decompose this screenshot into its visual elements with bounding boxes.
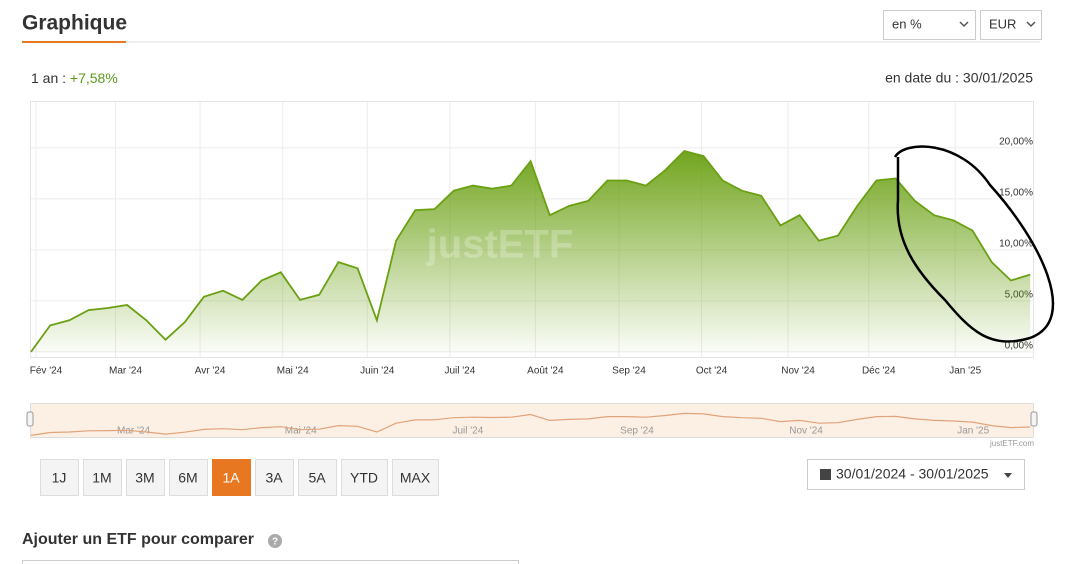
- credit: justETF.com: [989, 439, 1034, 448]
- range-buttons: 1J 1M 3M 6M 1A 3A 5A YTD MAX: [40, 459, 439, 496]
- caret: [1004, 473, 1012, 478]
- range-button-label: 1J: [52, 470, 67, 486]
- x-tick-label: Avr '24: [195, 366, 226, 377]
- currency-select-label: EUR: [989, 16, 1016, 31]
- x-tick-label: Mai '24: [277, 366, 309, 377]
- navigator-tick-label: Juil '24: [452, 426, 483, 437]
- compare-input[interactable]: [22, 560, 519, 564]
- caret: [1026, 21, 1036, 28]
- range-button[interactable]: [83, 459, 122, 496]
- range-button-label: 5A: [308, 470, 326, 486]
- watermark: justETF: [426, 223, 574, 267]
- as-of-date: en date du : 30/01/2025: [885, 70, 1033, 86]
- x-tick-label: Juin '24: [360, 366, 395, 377]
- range-button-label: 1A: [222, 470, 240, 486]
- y-tick-label: 10,00%: [999, 239, 1033, 250]
- x-tick-label: Août '24: [527, 366, 564, 377]
- caret: [959, 21, 969, 28]
- date-range: 30/01/2024 - 30/01/2025: [836, 466, 989, 482]
- navigator-line: [30, 412, 1031, 436]
- area-fill: [31, 151, 1031, 352]
- range-button-label: 1M: [92, 470, 111, 486]
- x-tick-label: Sep '24: [612, 366, 646, 377]
- range-button[interactable]: [255, 459, 294, 496]
- compare-title: Ajouter un ETF pour comparer: [22, 531, 254, 548]
- x-tick-label: Nov '24: [781, 366, 815, 377]
- navigator-handle[interactable]: [1030, 411, 1038, 427]
- range-button-label: 3M: [135, 470, 154, 486]
- navigator[interactable]: [30, 403, 1034, 438]
- range-button[interactable]: [169, 459, 208, 496]
- x-tick-label: Oct '24: [696, 366, 728, 377]
- plot-frame: [30, 101, 1034, 358]
- performance: +7,58%: [70, 70, 118, 86]
- range-button[interactable]: [392, 459, 439, 496]
- plot: Fév '24 Mar '24 Avr '24 Mai '24 Juin '24 Juil…: [30, 102, 1034, 377]
- range-button[interactable]: [126, 459, 165, 496]
- y-tick-label: 15,00%: [999, 188, 1033, 199]
- unit-select[interactable]: [883, 10, 976, 40]
- x-tick-label: Fév '24: [30, 366, 63, 377]
- calendar-icon: [820, 469, 831, 480]
- x-tick-label: Déc '24: [862, 366, 896, 377]
- date-range-picker[interactable]: [807, 459, 1025, 490]
- range-button-label: MAX: [400, 470, 431, 486]
- navigator-tick-label: Jan '25: [957, 426, 989, 437]
- navigator-tick-label: Sep '24: [620, 426, 654, 437]
- y-tick-label: 20,00%: [999, 137, 1033, 148]
- navigator-series: Mar '24 Mai '24 Juil '24 Sep '24 Nov '24 Jan …: [30, 412, 1031, 437]
- unit-select-label: en %: [892, 16, 922, 31]
- navigator-tick-label: Mai '24: [285, 426, 317, 437]
- period-label: 1 an : +7,58%: [31, 70, 118, 86]
- range-button[interactable]: [40, 459, 79, 496]
- navigator-tick-label: Nov '24: [789, 426, 823, 437]
- range-button-label: 3A: [265, 470, 283, 486]
- range-button[interactable]: [341, 459, 388, 496]
- x-tick-label: Jan '25: [949, 366, 981, 377]
- navigator-handle[interactable]: [26, 411, 34, 427]
- range-button[interactable]: [298, 459, 337, 496]
- x-tick-label: Mar '24: [109, 366, 142, 377]
- area-line: [30, 149, 1031, 353]
- help-icon-glyph: ?: [272, 537, 278, 548]
- page-title: Graphique: [22, 12, 127, 35]
- help-icon[interactable]: [268, 534, 282, 548]
- range-button-label: YTD: [350, 470, 378, 486]
- hand-drawn-annotation: [893, 145, 1055, 343]
- range-button[interactable]: [212, 459, 251, 496]
- x-tick-label: Juil '24: [444, 366, 475, 377]
- range-button-label: 6M: [178, 470, 197, 486]
- period: 1 an :: [31, 70, 66, 86]
